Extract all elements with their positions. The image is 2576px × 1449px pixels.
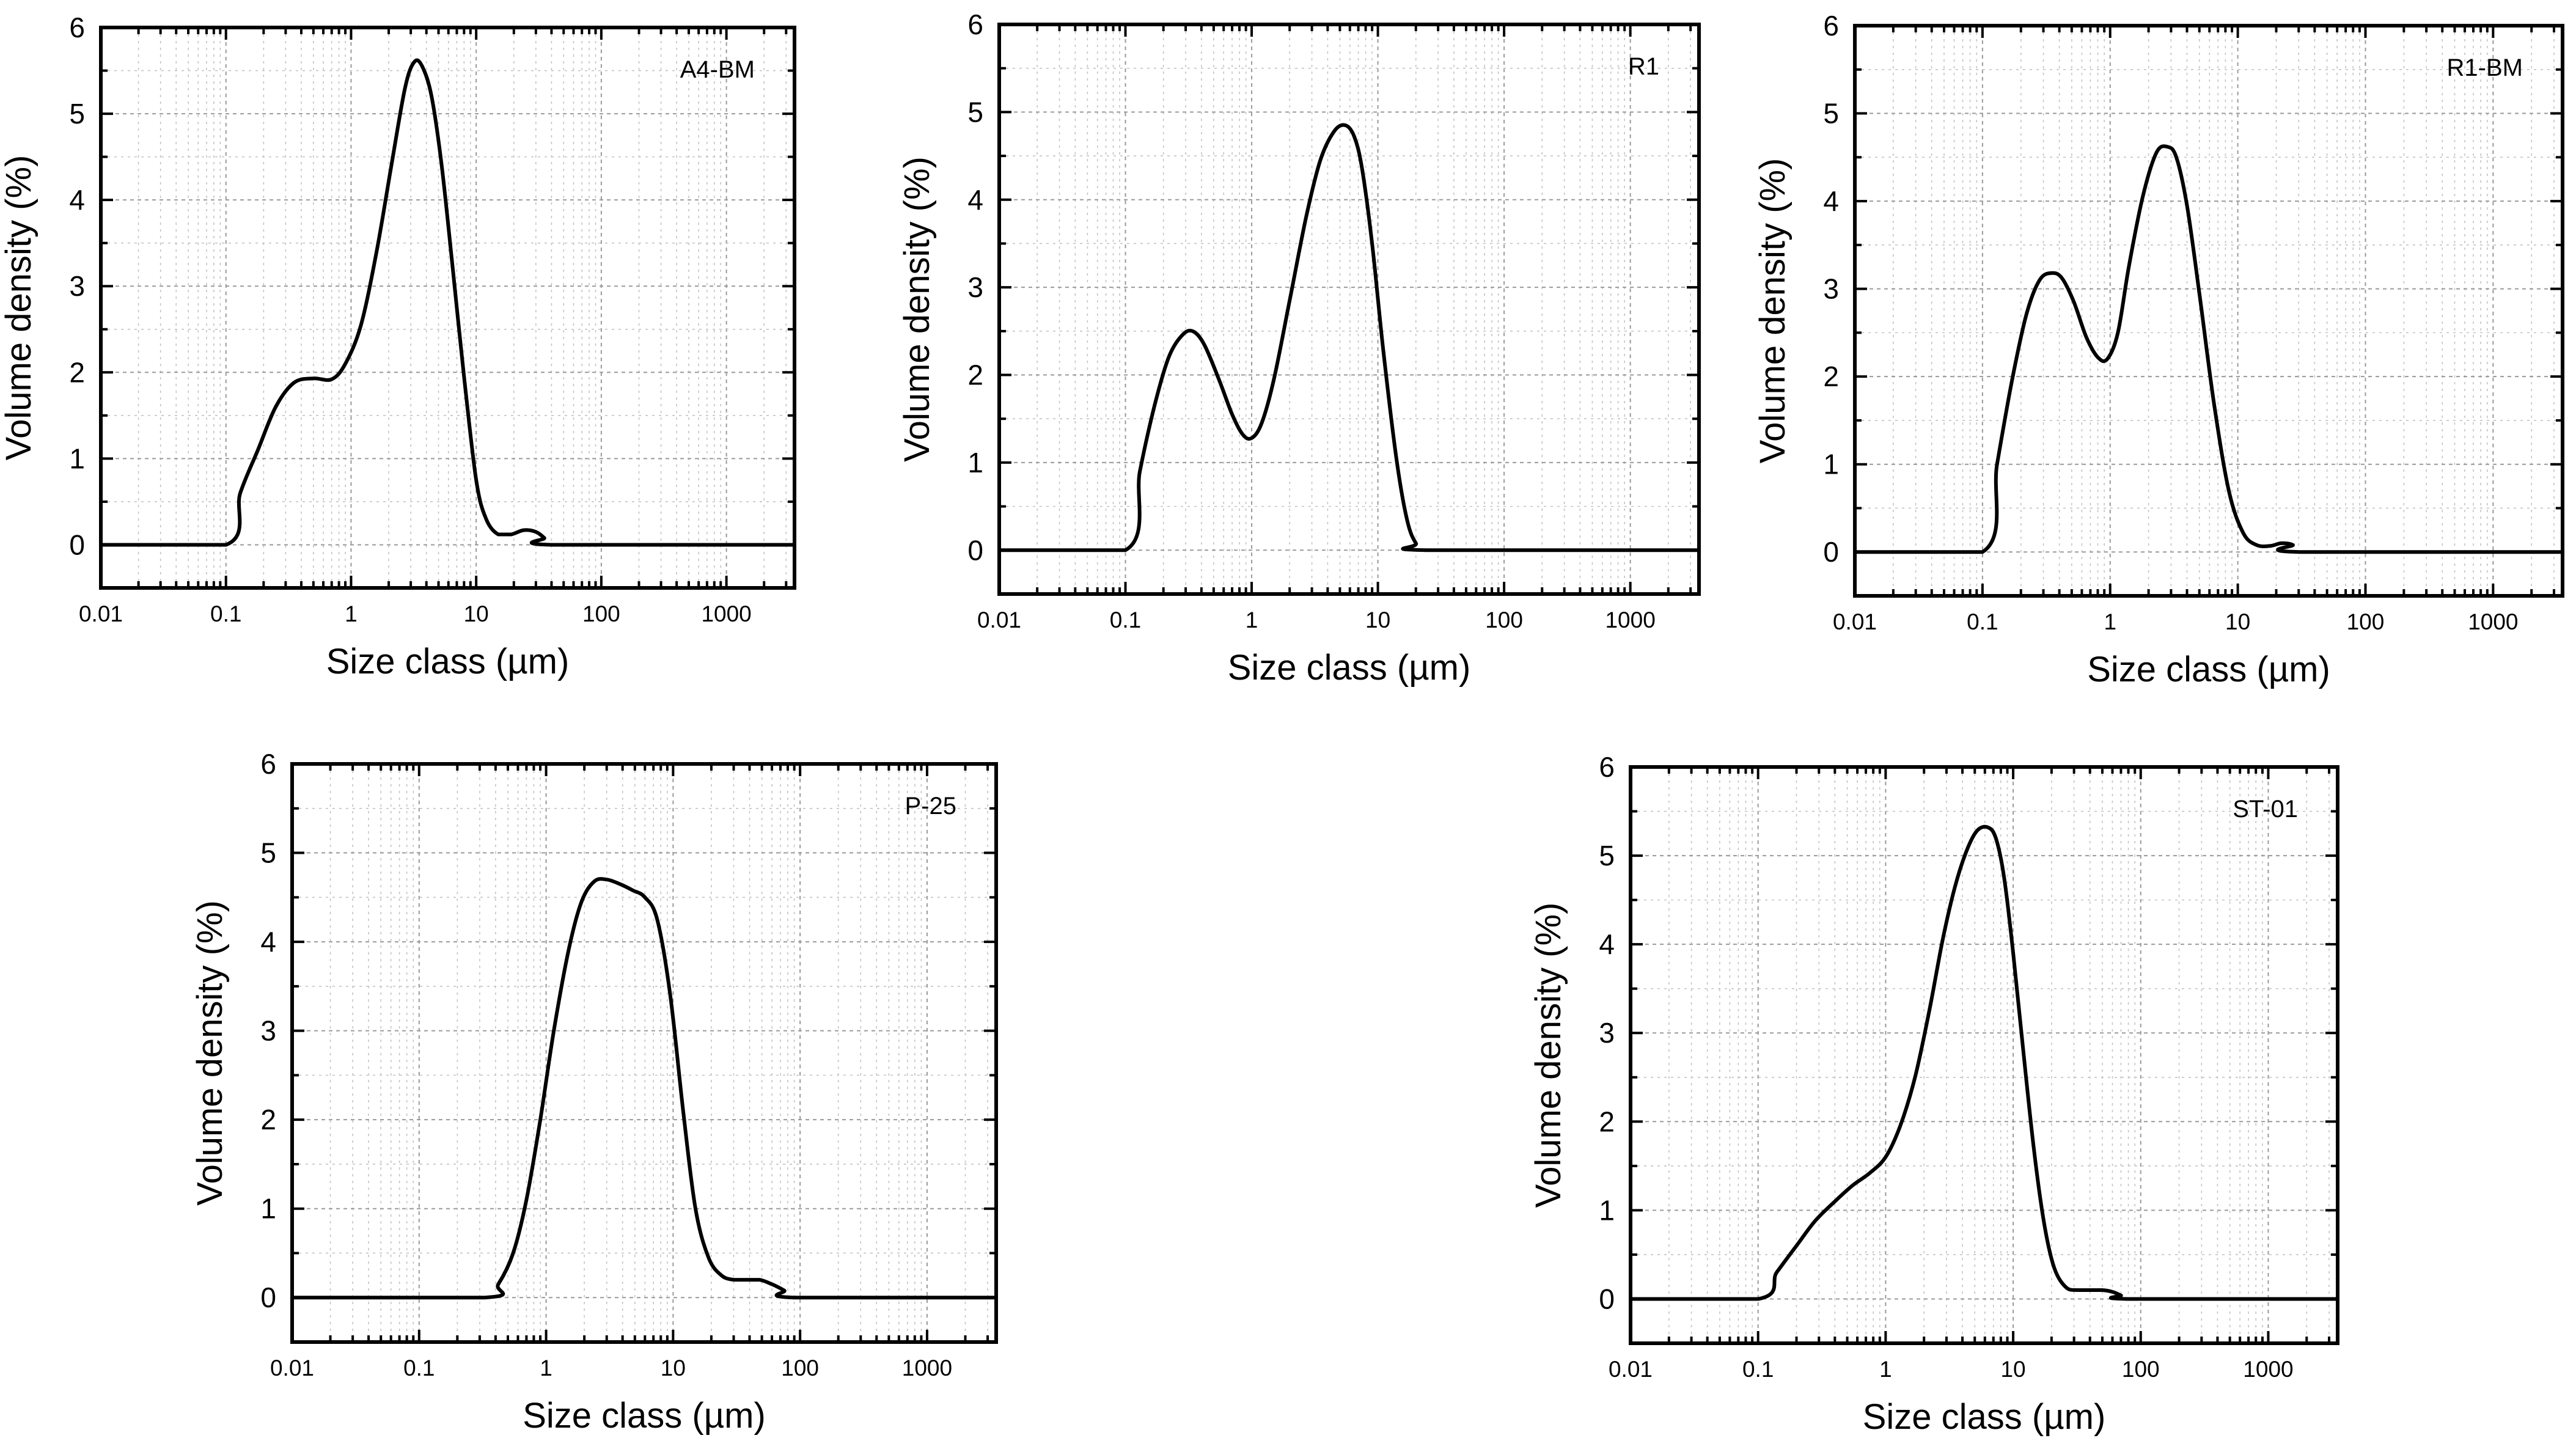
y-tick-label: 2: [967, 359, 983, 391]
y-tick-label: 6: [967, 9, 983, 40]
x-tick-label: 100: [2347, 609, 2385, 634]
y-tick-label: 2: [1599, 1106, 1615, 1137]
chart-panel-1: 0.01 0.1 1 10 100 1000 0 1 2 3 4 5 6 Size class (µm) V…: [0, 12, 796, 681]
y-tick-label: 1: [69, 442, 85, 474]
x-tick-label: 0.1: [1742, 1357, 1774, 1382]
x-tick-label: 10: [2000, 1357, 2025, 1382]
x-tick-label: 0.1: [403, 1355, 435, 1381]
y-tick-label: 3: [69, 270, 85, 302]
y-tick-label: 4: [260, 926, 276, 958]
y-tick-label: 2: [69, 356, 85, 388]
y-tick-label: 5: [1823, 98, 1839, 130]
chart-panel-5: 0.01 0.1 1 10 100 1000 0 1 2 3 4 5 6 Size class (µm) V…: [1528, 751, 2339, 1437]
y-axis-title: Volume density (%): [897, 156, 937, 462]
x-tick-label: 10: [464, 601, 489, 626]
chart-panel-4: 0.01 0.1 1 10 100 1000 0 1 2 3 4 5 6 Size class (µm) V…: [190, 748, 998, 1436]
y-tick-label: 4: [1599, 928, 1615, 960]
plot-frame: [1853, 24, 2564, 598]
x-tick-label: 1000: [2243, 1357, 2293, 1382]
x-tick-label: 0.01: [1609, 1357, 1653, 1382]
y-tick-label: 3: [967, 271, 983, 303]
x-tick-label: 1: [540, 1355, 552, 1381]
y-tick-label: 0: [1823, 536, 1839, 568]
x-tick-label: 1: [345, 601, 358, 626]
plot-frame: [997, 23, 1701, 596]
x-tick-label: 0.01: [977, 607, 1021, 633]
y-tick-label: 6: [1599, 751, 1615, 783]
x-tick-label: 1: [2104, 609, 2116, 634]
series-line-r1-bm: [1853, 144, 2564, 554]
series-line-r1: [997, 123, 1701, 552]
x-axis-title: Size class (µm): [2087, 650, 2330, 689]
x-tick-label: 0.1: [1110, 607, 1141, 633]
series-line-st-01: [1629, 824, 2339, 1301]
y-tick-label: 5: [69, 98, 85, 130]
y-tick-label: 6: [260, 748, 276, 780]
plot-frame: [99, 26, 796, 590]
x-tick-label: 0.1: [1967, 609, 1998, 634]
x-tick-label: 1000: [1605, 607, 1655, 633]
y-tick-label: 0: [967, 534, 983, 566]
x-tick-label: 0.01: [270, 1355, 314, 1381]
y-tick-label: 1: [1599, 1194, 1615, 1226]
x-tick-label: 100: [1485, 607, 1523, 633]
y-axis-title: Volume density (%): [1528, 903, 1568, 1208]
y-tick-label: 2: [1823, 361, 1839, 392]
y-axis-title: Volume density (%): [190, 900, 230, 1206]
x-tick-label: 100: [582, 601, 620, 626]
y-tick-label: 1: [1823, 449, 1839, 480]
y-tick-label: 3: [1599, 1017, 1615, 1049]
x-tick-label: 0.1: [210, 601, 241, 626]
y-tick-label: 6: [69, 12, 85, 43]
y-tick-label: 5: [1599, 840, 1615, 871]
series-line-a4-bm: [99, 58, 796, 547]
x-axis-title: Size class (µm): [1863, 1397, 2106, 1437]
chart-panel-2: 0.01 0.1 1 10 100 1000 0 1 2 3 4 5 6 Size class (µm) V…: [897, 9, 1701, 688]
panel-label: R1-BM: [2447, 54, 2523, 81]
y-tick-label: 1: [260, 1193, 276, 1225]
x-tick-label: 10: [1365, 607, 1390, 633]
x-tick-label: 0.01: [1833, 609, 1877, 634]
y-tick-label: 5: [260, 837, 276, 869]
y-tick-label: 4: [69, 184, 85, 216]
x-axis-title: Size class (µm): [326, 642, 570, 681]
panel-label: A4-BM: [680, 56, 755, 83]
y-tick-label: 4: [967, 184, 983, 216]
x-tick-label: 10: [661, 1355, 686, 1381]
panel-label: P-25: [905, 793, 957, 820]
x-tick-label: 1000: [701, 601, 751, 626]
panel-label: R1: [1628, 53, 1659, 80]
y-tick-label: 0: [260, 1282, 276, 1313]
y-tick-label: 2: [260, 1104, 276, 1135]
y-tick-label: 3: [260, 1015, 276, 1047]
y-tick-label: 0: [69, 529, 85, 560]
y-tick-label: 5: [967, 96, 983, 128]
x-tick-label: 0.01: [79, 601, 123, 626]
x-tick-label: 1: [1879, 1357, 1892, 1382]
x-tick-label: 100: [781, 1355, 819, 1381]
x-tick-label: 1000: [2468, 609, 2518, 634]
x-axis-title: Size class (µm): [523, 1396, 766, 1436]
x-tick-label: 1000: [902, 1355, 952, 1381]
chart-panel-3: 0.01 0.1 1 10 100 1000 0 1 2 3 4 5 6 Size class (µm) V…: [1753, 10, 2564, 689]
y-tick-label: 6: [1823, 10, 1839, 42]
y-tick-label: 1: [967, 447, 983, 479]
y-tick-label: 4: [1823, 185, 1839, 217]
x-tick-label: 10: [2225, 609, 2250, 634]
y-axis-title: Volume density (%): [1753, 158, 1793, 464]
x-axis-title: Size class (µm): [1228, 648, 1471, 688]
y-axis-title: Volume density (%): [0, 155, 39, 461]
plot-frame: [290, 762, 998, 1344]
series-line-p-25: [290, 877, 998, 1300]
y-tick-label: 3: [1823, 273, 1839, 305]
plot-frame: [1629, 765, 2339, 1345]
y-tick-label: 0: [1599, 1283, 1615, 1315]
panel-label: ST-01: [2233, 796, 2298, 823]
x-tick-label: 1: [1246, 607, 1258, 633]
x-tick-label: 100: [2122, 1357, 2160, 1382]
